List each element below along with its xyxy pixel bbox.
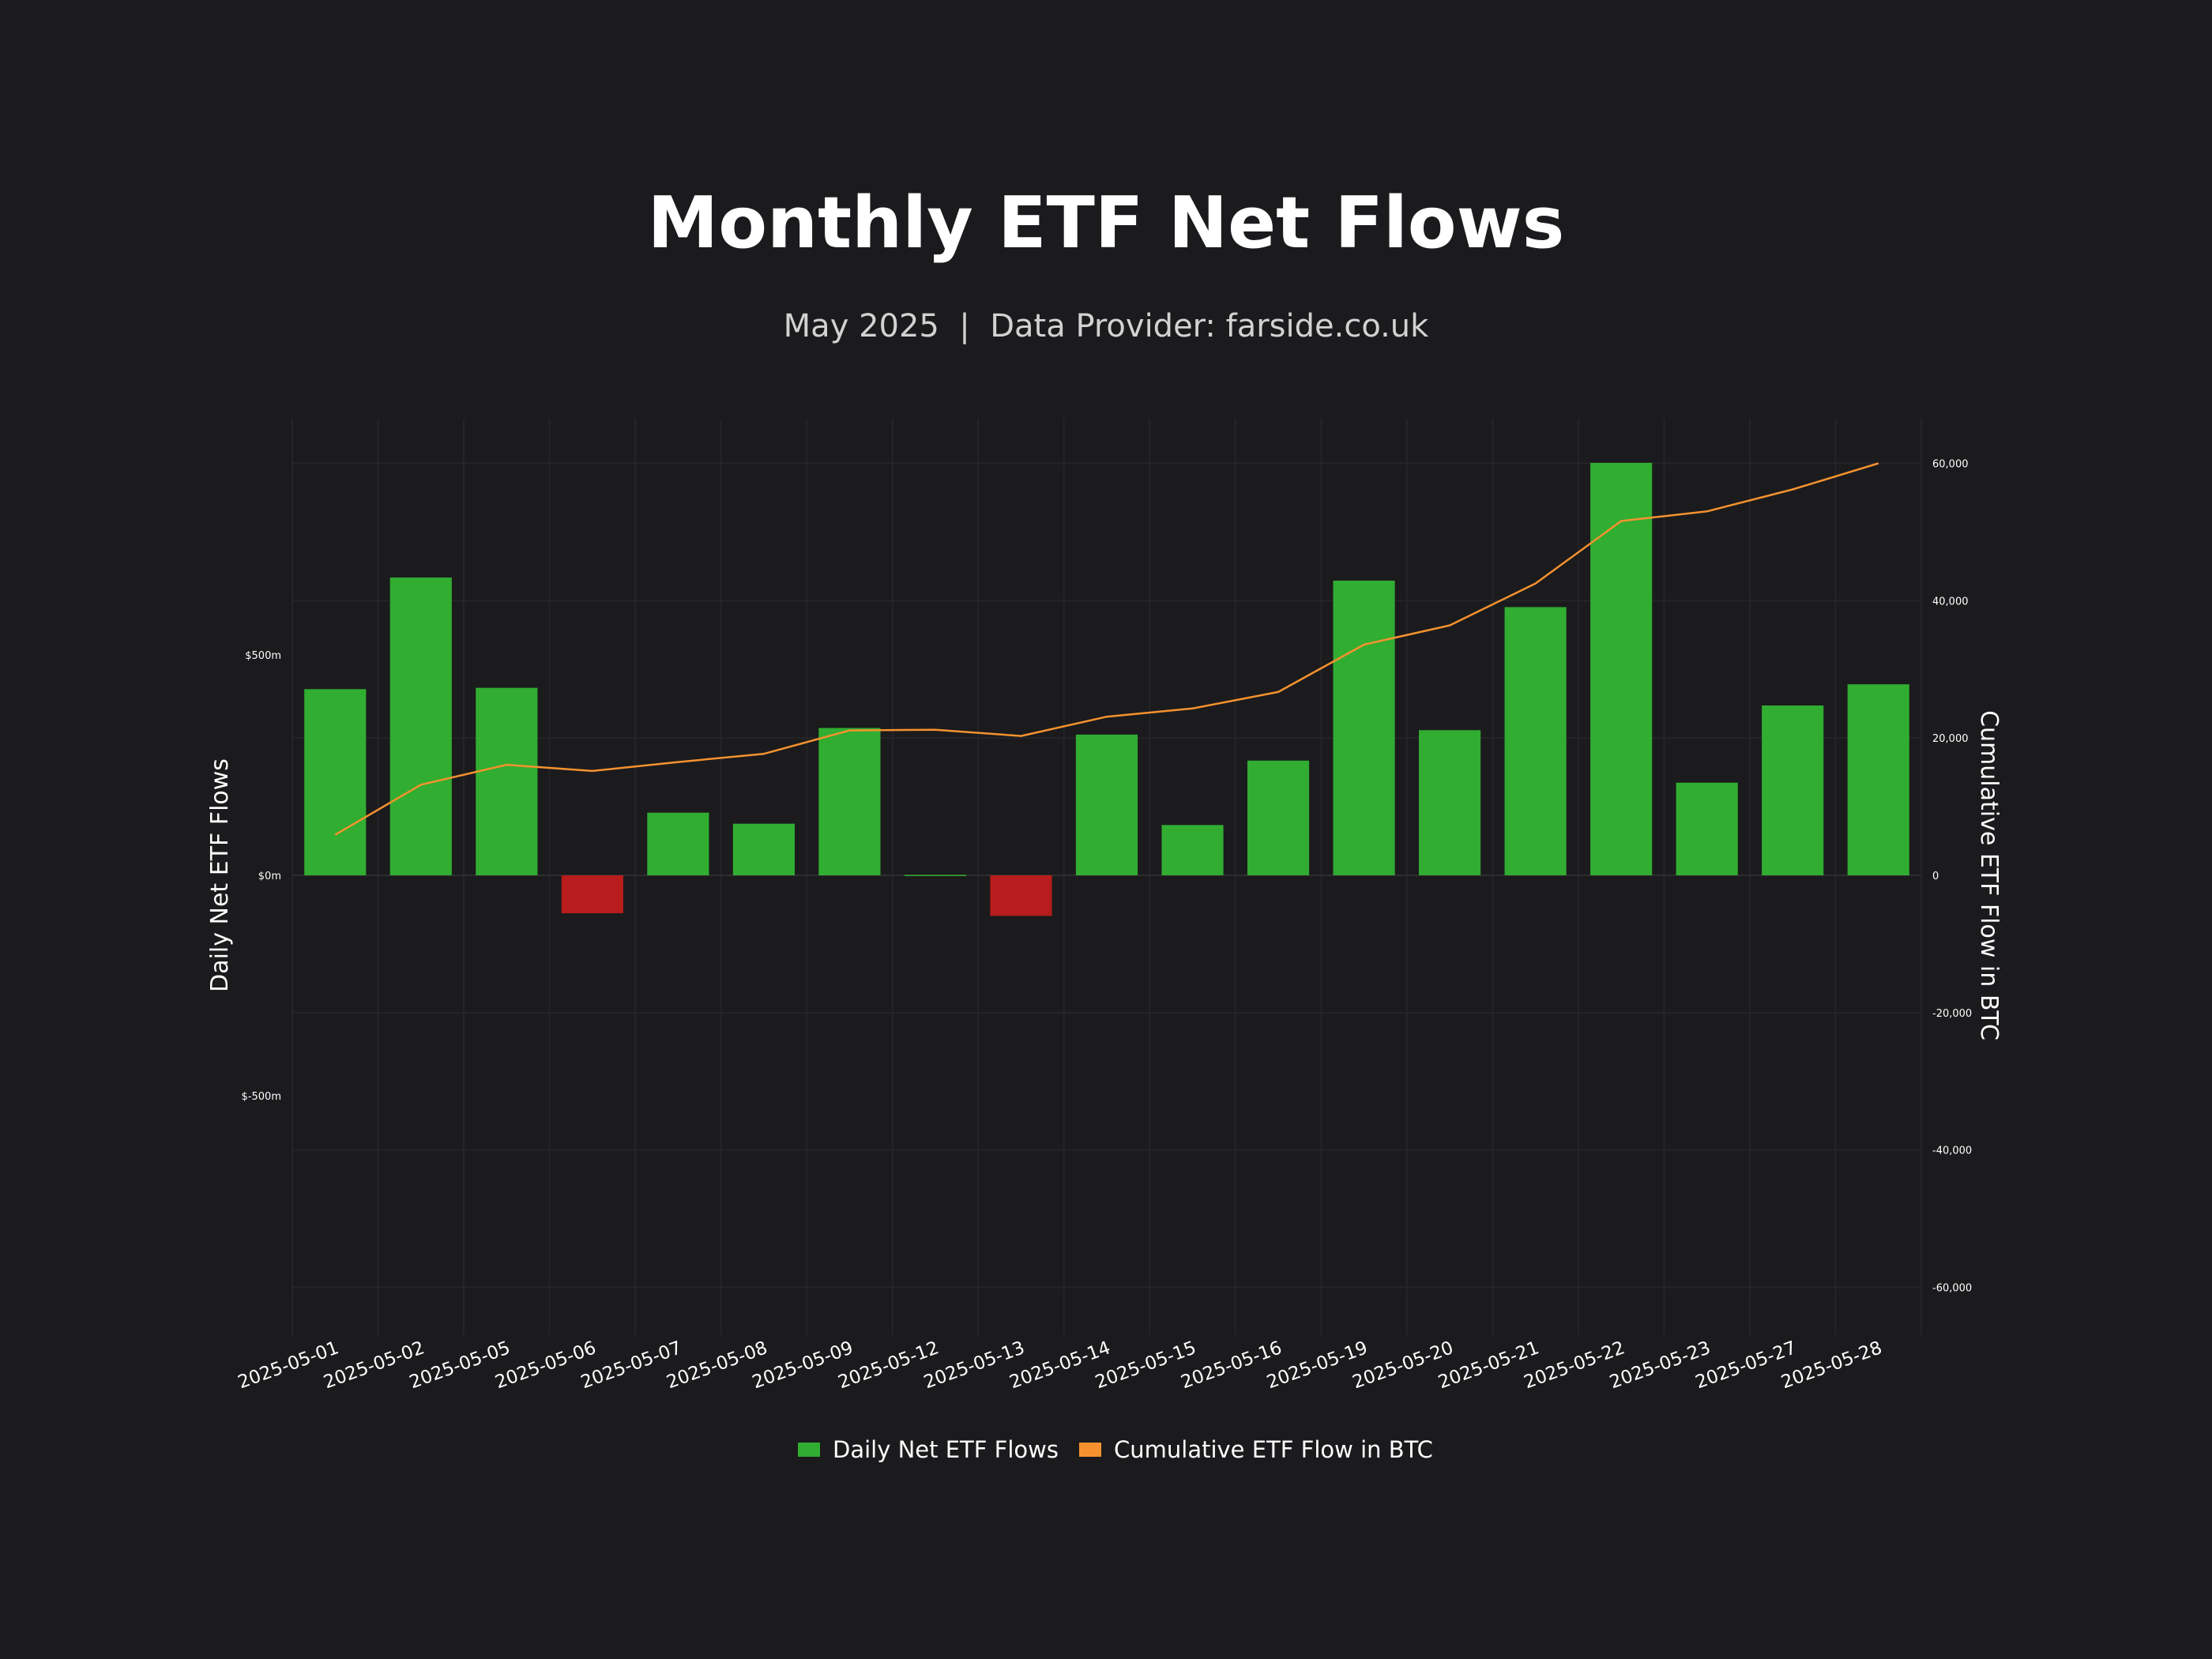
right-tick-label: 60,000 xyxy=(1932,458,1969,470)
bar-daily-flow xyxy=(732,823,795,875)
bar-daily-flow xyxy=(1419,730,1481,875)
left-axis-ticks: $500m $0m $-500m xyxy=(242,650,281,1103)
bar-daily-flow xyxy=(1847,684,1909,875)
line-cumulative-flow xyxy=(334,462,1879,836)
bar-daily-flow xyxy=(904,875,967,876)
bar-daily-flow xyxy=(304,689,367,875)
x-axis-ticks: 2025-05-012025-05-022025-05-052025-05-06… xyxy=(235,1337,1885,1393)
right-tick-label: -60,000 xyxy=(1932,1283,1972,1295)
bar-daily-flow xyxy=(647,812,709,875)
legend-label-daily: Daily Net ETF Flows xyxy=(833,1436,1059,1463)
left-tick-label: $500m xyxy=(245,650,281,662)
bar-daily-flow xyxy=(561,875,623,914)
right-axis-title: Cumulative ETF Flow in BTC xyxy=(1975,710,2003,1040)
cumulative-line xyxy=(334,462,1879,836)
bar-daily-flow xyxy=(1504,607,1567,875)
right-tick-label: -40,000 xyxy=(1932,1146,1972,1157)
right-tick-label: 40,000 xyxy=(1932,596,1969,608)
left-axis-title: Daily Net ETF Flows xyxy=(206,758,234,992)
legend-swatch-cumulative xyxy=(1079,1443,1101,1457)
bar-daily-flow xyxy=(1590,462,1653,875)
legend: Daily Net ETF Flows Cumulative ETF Flow … xyxy=(798,1436,1433,1463)
chart-title: Monthly ETF Net Flows xyxy=(648,182,1565,265)
right-axis-ticks: 60,000 40,000 20,000 0 -20,000 -40,000 -60,000 xyxy=(1932,458,1972,1294)
grid xyxy=(292,419,1922,1335)
right-tick-label: 20,000 xyxy=(1932,733,1969,745)
bar-daily-flow xyxy=(1161,825,1224,875)
left-tick-label: $0m xyxy=(258,871,281,882)
legend-swatch-daily xyxy=(798,1443,820,1457)
bar-daily-flow xyxy=(1247,760,1310,875)
bar-daily-flow xyxy=(990,875,1052,916)
right-tick-label: -20,000 xyxy=(1932,1008,1972,1020)
bar-daily-flow xyxy=(818,728,881,875)
bar-daily-flow xyxy=(1762,705,1824,875)
chart-subtitle: May 2025 | Data Provider: farside.co.uk xyxy=(784,308,1429,344)
left-tick-label: $-500m xyxy=(242,1091,281,1103)
right-tick-label: 0 xyxy=(1932,871,1939,882)
bars xyxy=(304,462,1909,916)
bar-daily-flow xyxy=(1676,782,1738,875)
bar-daily-flow xyxy=(476,687,538,875)
bar-daily-flow xyxy=(1333,580,1395,875)
bar-daily-flow xyxy=(1075,734,1138,875)
legend-label-cumulative: Cumulative ETF Flow in BTC xyxy=(1114,1436,1433,1463)
bar-daily-flow xyxy=(389,577,452,875)
